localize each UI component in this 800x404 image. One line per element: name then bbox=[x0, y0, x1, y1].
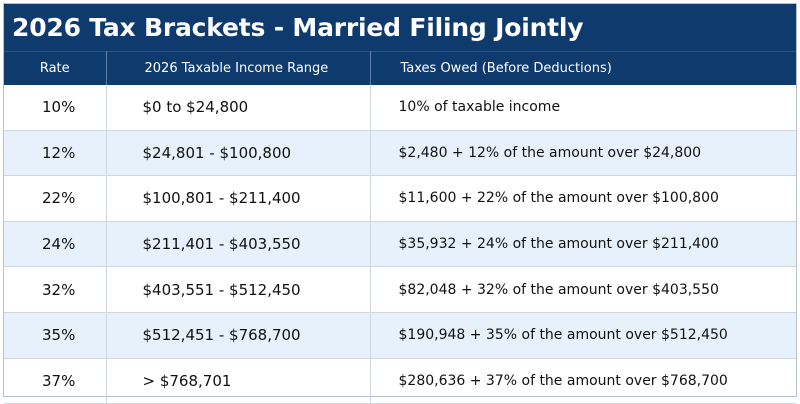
rate-cell: 32% bbox=[4, 266, 107, 313]
taxes-owed-cell: $2,480 + 12% of the amount over $24,800 bbox=[370, 130, 796, 177]
header-row: Rate 2026 Taxable Income Range Taxes Owe… bbox=[4, 51, 796, 85]
income-range-cell: $0 to $24,800 bbox=[106, 84, 371, 131]
rate-cell: 12% bbox=[4, 130, 107, 177]
table-header: Rate 2026 Taxable Income Range Taxes Owe… bbox=[4, 51, 796, 85]
rate-cell: 10% bbox=[4, 84, 107, 131]
taxes-owed-cell: $11,600 + 22% of the amount over $100,80… bbox=[370, 175, 796, 222]
income-range-cell: > $768,701 bbox=[106, 358, 371, 404]
table-row: 12% $24,801 - $100,800 $2,480 + 12% of t… bbox=[4, 130, 796, 177]
rate-cell: 24% bbox=[4, 221, 107, 268]
taxes-owed-cell: $35,932 + 24% of the amount over $211,40… bbox=[370, 221, 796, 268]
income-range-cell: $403,551 - $512,450 bbox=[106, 266, 371, 313]
table-row: 24% $211,401 - $403,550 $35,932 + 24% of… bbox=[4, 221, 796, 268]
income-range-cell: $512,451 - $768,700 bbox=[106, 312, 371, 359]
rate-cell: 35% bbox=[4, 312, 107, 359]
taxes-owed-cell: 10% of taxable income bbox=[370, 84, 796, 131]
income-range-cell: $24,801 - $100,800 bbox=[106, 130, 371, 177]
column-header-rate: Rate bbox=[4, 51, 107, 85]
tax-bracket-table: Rate 2026 Taxable Income Range Taxes Owe… bbox=[4, 51, 796, 404]
table-row: 22% $100,801 - $211,400 $11,600 + 22% of… bbox=[4, 175, 796, 222]
table-row: 10% $0 to $24,800 10% of taxable income bbox=[4, 84, 796, 131]
taxes-owed-cell: $190,948 + 35% of the amount over $512,4… bbox=[370, 312, 796, 359]
taxes-owed-cell: $82,048 + 32% of the amount over $403,55… bbox=[370, 266, 796, 313]
column-header-income-range: 2026 Taxable Income Range bbox=[106, 51, 371, 85]
income-range-cell: $100,801 - $211,400 bbox=[106, 175, 371, 222]
taxes-owed-cell: $280,636 + 37% of the amount over $768,7… bbox=[370, 358, 796, 404]
income-range-cell: $211,401 - $403,550 bbox=[106, 221, 371, 268]
table-body: 10% $0 to $24,800 10% of taxable income … bbox=[4, 84, 796, 404]
column-header-taxes-owed: Taxes Owed (Before Deductions) bbox=[370, 51, 796, 85]
table-row: 35% $512,451 - $768,700 $190,948 + 35% o… bbox=[4, 312, 796, 359]
rate-cell: 37% bbox=[4, 358, 107, 404]
rate-cell: 22% bbox=[4, 175, 107, 222]
page-title: 2026 Tax Brackets - Married Filing Joint… bbox=[4, 4, 796, 51]
tax-bracket-table-card: 2026 Tax Brackets - Married Filing Joint… bbox=[3, 3, 797, 404]
table-row: 32% $403,551 - $512,450 $82,048 + 32% of… bbox=[4, 266, 796, 313]
table-row: 37% > $768,701 $280,636 + 37% of the amo… bbox=[4, 358, 796, 404]
